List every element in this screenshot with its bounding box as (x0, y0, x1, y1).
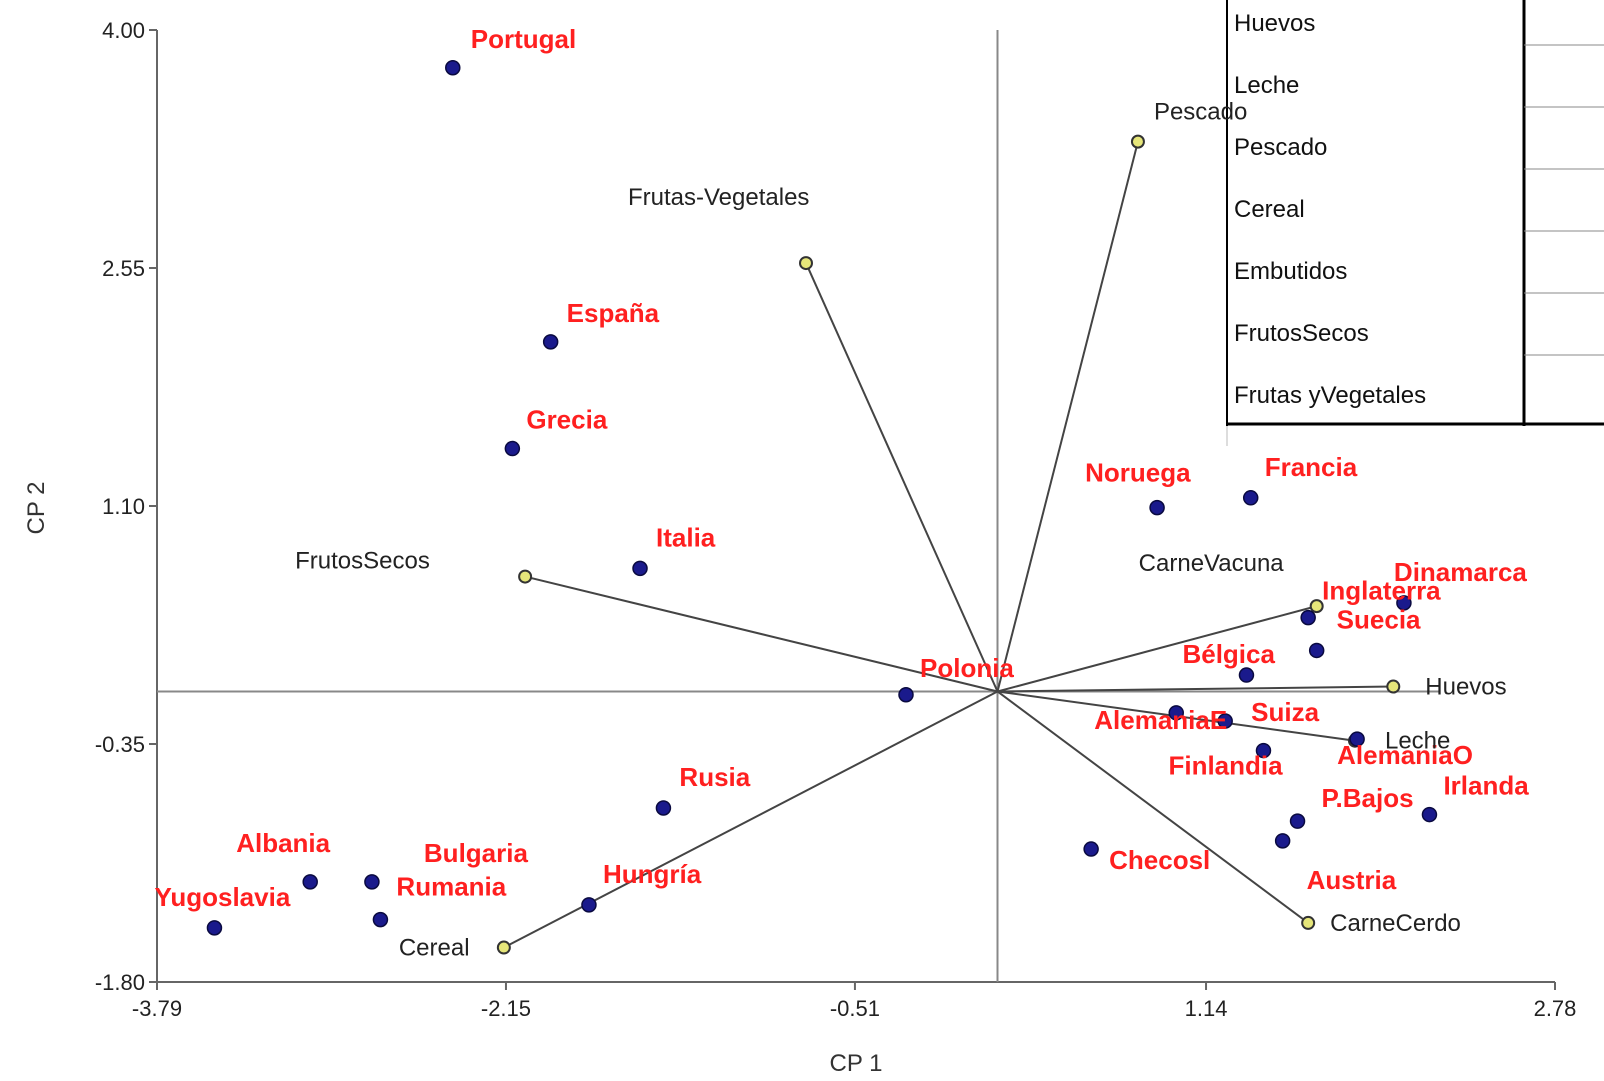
country-point (1289, 813, 1306, 829)
variable-point (1130, 134, 1145, 149)
country-label: Dinamarca (1394, 557, 1527, 587)
country-label: AlemaniaO (1337, 740, 1473, 770)
country-point (302, 874, 318, 890)
country-point (898, 687, 914, 703)
variable-point (798, 256, 813, 271)
legend-row-label: Frutas yVegetales (1234, 382, 1426, 409)
variable-point (1301, 915, 1316, 930)
country-point (1149, 499, 1165, 516)
variable-vector-line (805, 262, 999, 692)
country-point (1274, 833, 1291, 849)
country-label: Rusia (679, 762, 750, 792)
variable-point (518, 569, 533, 584)
country-point (1242, 490, 1259, 506)
variable-point (1309, 599, 1324, 614)
x-tick-label: 1.14 (1185, 996, 1228, 1021)
country-label: Albania (236, 828, 330, 858)
legend-row-label: Leche (1234, 72, 1299, 99)
y-axis-title: CP 2 (23, 482, 50, 535)
country-label: España (567, 298, 660, 328)
country-point (1217, 713, 1233, 729)
x-tick-label: -0.51 (830, 996, 880, 1021)
country-label: Austria (1307, 865, 1397, 895)
country-point (1083, 841, 1099, 857)
country-label: Francia (1265, 452, 1358, 482)
legend-row-label: FrutosSecos (1234, 320, 1369, 347)
variable-vector-line (997, 685, 1394, 693)
country-point (504, 440, 521, 457)
country-label: Bélgica (1182, 639, 1275, 669)
country-point (1300, 609, 1316, 626)
country-point (206, 920, 223, 936)
country-point (445, 60, 461, 76)
variable-label: Leche (1385, 728, 1450, 755)
legend-row-label: Huevos (1234, 10, 1315, 37)
legend-row-label: Cereal (1234, 196, 1305, 223)
ticks: -3.79 -2.15 -0.51 1.14 2.78 -1.80 -0.35 1.10 2.5… (95, 18, 1577, 1021)
country-points (206, 60, 1438, 936)
y-tick-label: 1.10 (102, 494, 145, 519)
country-label: Yugoslavia (154, 882, 290, 912)
country-label: Suiza (1251, 697, 1319, 727)
legend-row-label: Embutidos (1234, 258, 1347, 285)
legend-rows: Huevos Leche Pescado Cereal Embutidos FrutosS… (1234, 10, 1604, 409)
variable-label: CarneVacuna (1139, 550, 1285, 577)
country-point (1396, 595, 1412, 611)
reference-lines (157, 30, 1440, 982)
country-point (372, 911, 389, 928)
country-label: Polonia (920, 653, 1014, 683)
variable-vector-line (524, 575, 998, 693)
variable-vector-line (996, 690, 1309, 924)
country-label: Suecia (1337, 604, 1421, 634)
variable-point (496, 940, 511, 955)
country-label: Bulgaria (424, 838, 529, 868)
variable-vector-line (503, 690, 998, 949)
labels: Portugal España Grecia Italia Noruega Francia… (154, 24, 1529, 962)
x-tick-label: -2.15 (481, 996, 531, 1021)
variable-label: Cereal (399, 935, 470, 962)
country-label: Inglaterra (1322, 576, 1441, 606)
country-point (364, 874, 380, 890)
x-tick-label: 2.78 (1534, 996, 1577, 1021)
variable-point (1386, 679, 1401, 694)
country-label: Grecia (526, 405, 607, 435)
x-tick-label: -3.79 (132, 996, 182, 1021)
variable-label: Pescado (1154, 99, 1247, 126)
y-tick-label: -0.35 (95, 732, 145, 757)
country-point (1308, 642, 1325, 659)
country-label: Finlandia (1168, 751, 1283, 781)
country-point (1168, 705, 1184, 721)
country-label: Rumania (396, 872, 506, 902)
country-label: Irlanda (1443, 771, 1529, 801)
legend-row-label: Pescado (1234, 134, 1327, 161)
legend-table: Huevos Leche Pescado Cereal Embutidos FrutosS… (1226, 0, 1604, 446)
y-tick-label: 4.00 (102, 18, 145, 43)
x-axis-title: CP 1 (830, 1050, 883, 1077)
country-point (1238, 667, 1255, 683)
y-tick-label: 2.55 (102, 256, 145, 281)
variable-label: Frutas-Vegetales (628, 184, 809, 211)
country-point (632, 560, 648, 577)
country-label: Noruega (1085, 458, 1191, 488)
country-label: Checosl (1109, 845, 1210, 875)
country-point (542, 334, 559, 350)
country-point (581, 897, 597, 913)
country-point (655, 800, 672, 816)
country-point (1255, 742, 1272, 759)
variable-label: CarneCerdo (1330, 910, 1461, 937)
variable-vector-line (997, 605, 1317, 693)
country-label: AlemaniaE (1094, 705, 1227, 735)
y-tick-label: -1.80 (95, 970, 145, 995)
country-point (1421, 806, 1438, 823)
country-label: P.Bajos (1322, 783, 1414, 813)
country-label: Portugal (471, 24, 576, 54)
variable-vector-line (996, 141, 1139, 692)
country-label: Italia (656, 522, 716, 552)
country-label: Hungría (603, 859, 702, 889)
country-point (1349, 731, 1365, 747)
variable-label: Huevos (1425, 674, 1506, 701)
variable-label: FrutosSecos (295, 548, 430, 575)
